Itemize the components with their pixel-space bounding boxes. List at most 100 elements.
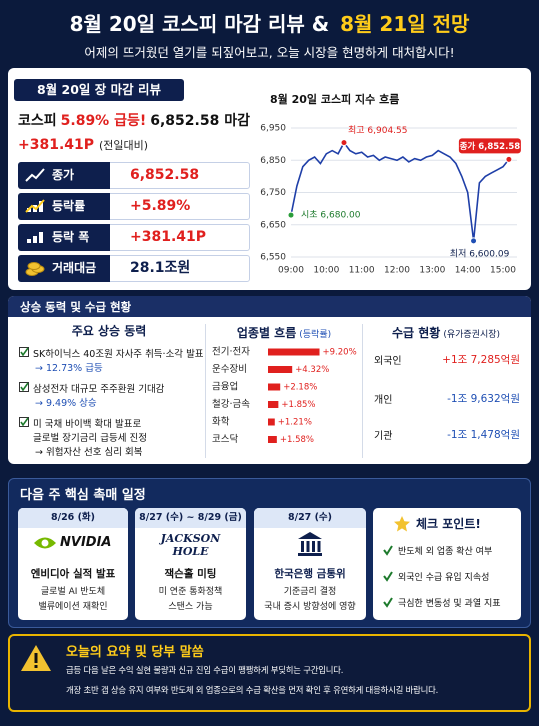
change-note: (전일대비) — [99, 139, 149, 152]
x-tick-label: 11:00 — [349, 266, 375, 276]
icon-bar — [27, 239, 31, 243]
driver-text: 미 국채 바이백 확대 발표로 — [33, 419, 142, 430]
column-title: 주요 상승 동력 — [71, 324, 147, 338]
y-tick-label: 6,650 — [260, 220, 286, 230]
bank-column — [301, 541, 304, 552]
event-text: 스탠스 가늠 — [168, 602, 213, 612]
icon-bar — [33, 236, 37, 243]
summary-text: 급등 다음 날은 수익 실현 물량과 신규 진입 수급이 팽팽하게 부딪히는 구… — [66, 665, 344, 675]
stat-icon — [25, 262, 45, 276]
event-text: 미 연준 통화정책 — [158, 587, 223, 597]
y-tick-label: 6,750 — [260, 188, 286, 198]
x-tick-label: 15:00 — [490, 266, 516, 276]
checkbox — [19, 347, 29, 357]
bar — [268, 366, 293, 373]
annotation: 시초 6,680.00 — [301, 210, 361, 221]
category-label: 철강·금속 — [212, 399, 250, 410]
event-name: 한국은행 금통위 — [274, 568, 346, 580]
event-name: 엔비디아 실적 발표 — [30, 568, 116, 580]
checkpoint-card — [373, 508, 521, 620]
driver-text: SK하이닉스 40조원 자사주 취득·소각 발표 — [33, 349, 204, 360]
bank-column — [312, 541, 315, 552]
driver-result: → 12.73% 급등 — [35, 363, 103, 374]
checkbox — [19, 382, 29, 392]
bar — [268, 436, 277, 443]
bar — [268, 418, 275, 426]
line-chart: 8월 20일 코스피 지수 흐름 6,550 6,650 6,750 6,850 6,95… — [260, 92, 521, 276]
point — [505, 155, 513, 163]
flow-label: 개인 — [374, 395, 393, 406]
divider — [205, 324, 206, 458]
point — [287, 211, 295, 219]
bar — [268, 383, 281, 391]
flow-value: -1조 1,478억원 — [447, 429, 520, 441]
checkpoint-text: 외국인 수급 유입 지속성 — [398, 573, 490, 583]
bar — [268, 401, 279, 408]
event-date: 8/27 (수) — [254, 508, 366, 528]
checkpoint-text: 극심한 변동성 및 과열 지표 — [398, 599, 501, 609]
value-label: +2.18% — [283, 383, 317, 393]
checkbox-tick — [20, 417, 29, 427]
x-tick-label: 14:00 — [455, 266, 481, 276]
bank-column — [306, 541, 310, 552]
section-band — [8, 296, 531, 317]
annotation: 최저 6,600.09 — [450, 248, 510, 259]
checkbox-box — [19, 382, 29, 392]
column-title: 수급 현황 — [391, 326, 441, 340]
flow-value: +1조 7,285억원 — [442, 354, 520, 366]
value-label: +1.85% — [281, 400, 315, 410]
x-tick-label: 12:00 — [384, 266, 410, 276]
bar-chart: 전기·전자 +9.20% 운수장비 +4.32% 금융업 +2.18% 철강·금속 +1.85… — [212, 347, 357, 446]
bank-base — [298, 553, 322, 556]
flow-label: 기관 — [374, 431, 393, 442]
stat-icon — [25, 168, 45, 182]
stat-label: 등락률 — [52, 199, 86, 213]
star-icon — [394, 516, 410, 532]
change-line: +381.41P (전일대비) — [18, 134, 148, 153]
stat-icon — [27, 232, 43, 243]
coin — [27, 262, 41, 270]
stat-value: +381.41P — [130, 229, 207, 245]
annotation: 최고 6,904.55 — [348, 125, 408, 136]
chart-title: 8월 20일 코스피 지수 흐름 — [270, 92, 399, 106]
event-logo: NVIDIA — [60, 535, 112, 550]
warning-icon — [21, 645, 51, 671]
headline-part: 코스피 — [18, 113, 57, 129]
value-label: +9.20% — [323, 348, 357, 358]
event-text: 밸류에이션 재확인 — [38, 602, 108, 612]
checkbox-tick — [20, 347, 29, 357]
event-text: 글로벌 AI 반도체 — [40, 587, 106, 597]
checkpoint-title: 체크 포인트! — [416, 517, 481, 531]
stat-label: 종가 — [52, 168, 75, 182]
column-subtitle: (유가증권시장) — [443, 330, 501, 340]
title-highlight: 8월 21일 전망 — [340, 12, 470, 36]
stat-value: +5.89% — [130, 198, 191, 214]
flow-label: 외국인 — [374, 356, 402, 367]
header-subtitle: 어제의 뜨거웠던 열기를 되짚어보고, 오늘 시장을 현명하게 대처합시다! — [84, 45, 455, 60]
logo-mark — [41, 539, 49, 547]
badge: 8월 20일 장 마감 리뷰 — [14, 79, 184, 101]
point — [470, 237, 478, 245]
icon-bar — [39, 232, 43, 243]
icon-arrow — [25, 199, 45, 213]
y-tick-label: 6,550 — [260, 253, 286, 263]
checkbox-box — [19, 417, 29, 427]
event-date: 8/27 (수) ~ 8/29 (금) — [135, 508, 246, 528]
title-part: 8월 20일 코스피 마감 리뷰 & — [69, 12, 330, 36]
chart-subtitle: (등락률) — [299, 330, 332, 340]
driver-result: → 위험자산 선호 심리 회복 — [35, 447, 143, 458]
header-title: 8월 20일 코스피 마감 리뷰 & 8월 21일 전망 — [0, 8, 539, 37]
value-label: +1.58% — [280, 435, 314, 445]
event-logo: JACKSON HOLE — [160, 532, 221, 558]
event-text: 기준금리 결정 — [283, 587, 337, 597]
headline-part: 5.89% 급등! — [60, 113, 147, 129]
warning-dot — [34, 665, 38, 668]
check-mark — [383, 545, 393, 556]
check-icon — [383, 545, 393, 556]
x-tick-label: 13:00 — [419, 266, 445, 276]
line — [290, 141, 510, 241]
bank-icon — [298, 532, 322, 556]
driver-result: → 9.49% 상승 — [35, 398, 97, 409]
bank-column — [317, 541, 321, 552]
